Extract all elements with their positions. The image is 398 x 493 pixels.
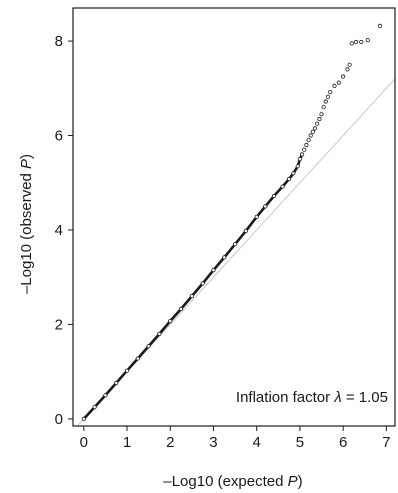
data-point <box>310 129 315 134</box>
y-axis-title: –Log10 (observed P) <box>18 154 35 294</box>
y-axis-title-post: ) <box>18 154 35 159</box>
data-point <box>315 121 320 126</box>
x-tick-label: 0 <box>80 434 88 451</box>
annotation-pre: Inflation factor <box>236 389 334 406</box>
annotation-post: = 1.05 <box>342 389 388 406</box>
data-point <box>114 380 119 386</box>
data-point <box>319 112 324 117</box>
data-point <box>157 331 162 336</box>
data-point <box>146 344 151 349</box>
data-point <box>306 138 311 143</box>
data-point <box>321 105 326 110</box>
data-point <box>295 164 300 169</box>
data-point <box>280 184 285 189</box>
data-point <box>263 204 268 209</box>
y-tick-label: 6 <box>55 128 63 145</box>
data-point <box>297 157 302 162</box>
y-tick-label: 8 <box>55 33 63 50</box>
data-point <box>317 116 322 122</box>
x-axis-title-pre: –Log10 (expected <box>163 473 287 490</box>
data-point <box>299 152 305 157</box>
data-point <box>243 228 248 233</box>
data-point <box>365 37 370 43</box>
data-point <box>325 94 331 99</box>
x-axis-title-var: P <box>288 473 298 490</box>
data-point <box>312 126 318 131</box>
x-tick-label: 2 <box>166 434 174 451</box>
data-point <box>349 41 354 46</box>
data-point <box>168 318 173 324</box>
x-axis-title: –Log10 (expected P) <box>163 473 302 490</box>
data-point <box>200 281 205 286</box>
y-axis-title-var: P <box>18 159 35 169</box>
annotation-inflation-factor: Inflation factor λ = 1.05 <box>236 389 388 406</box>
data-point <box>340 74 346 79</box>
x-tick-label: 4 <box>253 434 261 451</box>
data-point <box>332 83 337 89</box>
x-axis-title-post: ) <box>298 473 303 490</box>
data-point <box>233 242 238 247</box>
plot-area <box>72 7 396 427</box>
data-point <box>81 416 86 421</box>
x-tick-label: 1 <box>123 434 131 451</box>
data-point <box>304 142 309 148</box>
plot-frame <box>72 7 396 427</box>
data-point <box>308 133 313 138</box>
data-point <box>211 267 216 273</box>
y-tick-label: 4 <box>55 222 63 239</box>
x-tick-label: 7 <box>382 434 390 451</box>
data-point <box>222 255 227 260</box>
data-point <box>359 39 364 45</box>
data-point <box>302 147 307 152</box>
x-tick-label: 6 <box>339 434 347 451</box>
y-tick-label: 0 <box>55 411 63 428</box>
data-point <box>271 193 277 199</box>
tick-layer: 0 1 2 3 4 5 6 7 0 2 4 6 8 <box>55 33 391 451</box>
data-point <box>124 368 130 373</box>
data-point <box>328 90 333 95</box>
y-tick-label: 2 <box>55 316 63 333</box>
data-point <box>189 293 194 299</box>
data-point <box>254 214 259 219</box>
data-point <box>135 356 140 361</box>
data-point <box>377 23 382 28</box>
data-point <box>179 306 184 311</box>
points-dense-trace <box>82 153 304 421</box>
data-points <box>81 23 382 421</box>
data-point <box>336 80 341 85</box>
data-point <box>353 39 359 45</box>
y-axis-title-pre: –Log10 (observed <box>18 169 35 294</box>
data-point <box>286 176 292 182</box>
data-point <box>345 67 350 72</box>
annotation-symbol: λ <box>333 389 341 406</box>
data-point <box>347 62 352 67</box>
x-tick-label: 5 <box>296 434 304 451</box>
x-tick-label: 3 <box>209 434 217 451</box>
data-point <box>103 393 108 398</box>
data-point <box>323 99 328 104</box>
data-point <box>92 404 97 410</box>
data-point <box>291 171 296 176</box>
